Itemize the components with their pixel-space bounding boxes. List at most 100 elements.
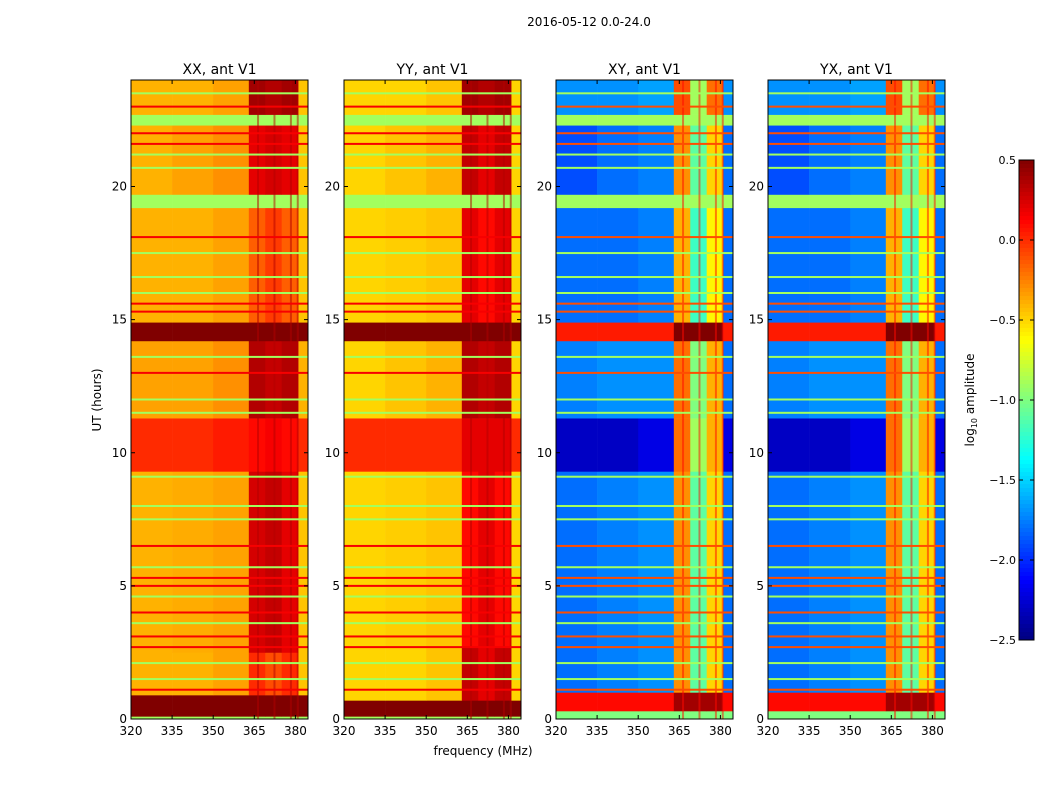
colorbar-segment	[1019, 548, 1034, 553]
heatmap-cell	[385, 647, 427, 701]
colorbar-segment	[1019, 420, 1034, 425]
heatmap-cell	[768, 125, 810, 195]
heatmap-cell	[850, 114, 887, 126]
time-line-flag	[768, 292, 945, 294]
heatmap-cell	[172, 716, 214, 720]
x-tick-label: 380	[709, 724, 732, 738]
time-line-flag	[556, 566, 733, 569]
heatmap-cell	[511, 125, 522, 195]
time-line-hot	[344, 544, 521, 547]
heatmap-cells	[556, 80, 734, 720]
time-line-flag	[768, 518, 945, 521]
heatmap-cell	[131, 125, 173, 195]
colorbar-segment	[1019, 436, 1034, 441]
x-tick-label: 365	[668, 724, 691, 738]
time-line-flag	[768, 92, 945, 95]
heatmap-cell	[298, 194, 309, 209]
heatmap-cell	[298, 716, 309, 720]
time-line-hot	[344, 635, 521, 638]
colorbar-tick-label: −1.5	[989, 474, 1016, 487]
time-line-hot	[768, 611, 945, 614]
time-line-flag	[556, 678, 733, 681]
heatmap-cell	[385, 471, 427, 648]
colorbar-segment	[1019, 564, 1034, 569]
heatmap-cell	[213, 716, 250, 720]
heatmap-cell	[556, 194, 598, 209]
heatmap-cell	[935, 125, 946, 195]
colorbar-segment	[1019, 312, 1034, 317]
colorbar-segment	[1019, 372, 1034, 377]
heatmap-cell	[768, 114, 810, 126]
time-line-flag	[131, 252, 308, 255]
heatmap-cell	[638, 471, 675, 693]
colorbar-segment	[1019, 192, 1034, 197]
y-tick-label: 10	[325, 446, 340, 460]
heatmap-cell	[556, 711, 598, 720]
heatmap-cell	[213, 80, 250, 115]
time-line-flag	[556, 505, 733, 507]
colorbar-segment	[1019, 528, 1034, 533]
y-tick-label: 5	[332, 579, 340, 593]
heatmap-cell	[131, 471, 173, 653]
x-tick-label: 380	[284, 724, 307, 738]
heatmap-cell	[426, 194, 463, 209]
time-line-flag	[768, 398, 945, 401]
heatmap-cell	[638, 711, 675, 720]
colorbar-label-rest: amplitude	[963, 354, 977, 418]
heatmap-cell	[809, 322, 851, 342]
time-line-flag	[768, 566, 945, 569]
heatmap-cell	[768, 692, 810, 712]
colorbar-segment	[1019, 520, 1034, 525]
colorbar-segment	[1019, 624, 1034, 629]
panel-title: XX, ant V1	[183, 62, 257, 78]
heatmap-cell	[298, 114, 309, 126]
heatmap-cell	[426, 418, 463, 472]
time-line-hot	[556, 371, 733, 374]
time-line-flag	[131, 92, 308, 95]
y-tick-label: 10	[537, 446, 552, 460]
colorbar-segment	[1019, 464, 1034, 469]
heatmap-cell	[213, 194, 250, 209]
heatmap-cell	[597, 711, 639, 720]
time-line-hot	[344, 611, 521, 614]
heatmap-cell	[213, 322, 250, 342]
time-line-hot	[131, 611, 308, 614]
time-line-hot	[131, 688, 308, 691]
time-line-hot	[131, 371, 308, 374]
heatmap-cell	[809, 418, 851, 472]
heatmap-cell	[850, 194, 887, 209]
time-line-flag	[131, 355, 308, 358]
heatmap-cell	[426, 322, 463, 342]
heatmap-cell	[511, 340, 522, 419]
x-tick-label: 350	[839, 724, 862, 738]
heatmap-cell	[426, 125, 463, 195]
heatmap-cell	[638, 194, 675, 209]
heatmap-cell	[638, 114, 675, 126]
colorbar-segment	[1019, 612, 1034, 617]
time-line-flag	[556, 355, 733, 358]
colorbar-segment	[1019, 268, 1034, 273]
colorbar-segment	[1019, 208, 1034, 213]
time-line-hot	[768, 302, 945, 305]
heatmap-cell	[426, 80, 463, 115]
heatmap-cell	[131, 716, 173, 720]
time-line-flag	[768, 622, 945, 625]
time-line-flag	[556, 595, 733, 598]
heatmap-cell	[935, 471, 946, 693]
time-line-flag	[556, 92, 733, 95]
heatmap-cell	[597, 207, 639, 323]
colorbar-segment	[1019, 488, 1034, 493]
time-line-hot	[768, 576, 945, 579]
time-line-hot	[344, 584, 521, 587]
heatmap-cell	[935, 207, 946, 323]
colorbar-segment	[1019, 204, 1034, 209]
colorbar-segment	[1019, 248, 1034, 253]
time-line-flag	[131, 595, 308, 598]
time-line-flag	[768, 252, 945, 255]
colorbar-segment	[1019, 556, 1034, 561]
heatmap-cell	[385, 207, 427, 323]
time-line-hot	[344, 576, 521, 579]
time-line-flag	[344, 662, 521, 665]
colorbar-segment	[1019, 536, 1034, 541]
colorbar-segment	[1019, 252, 1034, 257]
